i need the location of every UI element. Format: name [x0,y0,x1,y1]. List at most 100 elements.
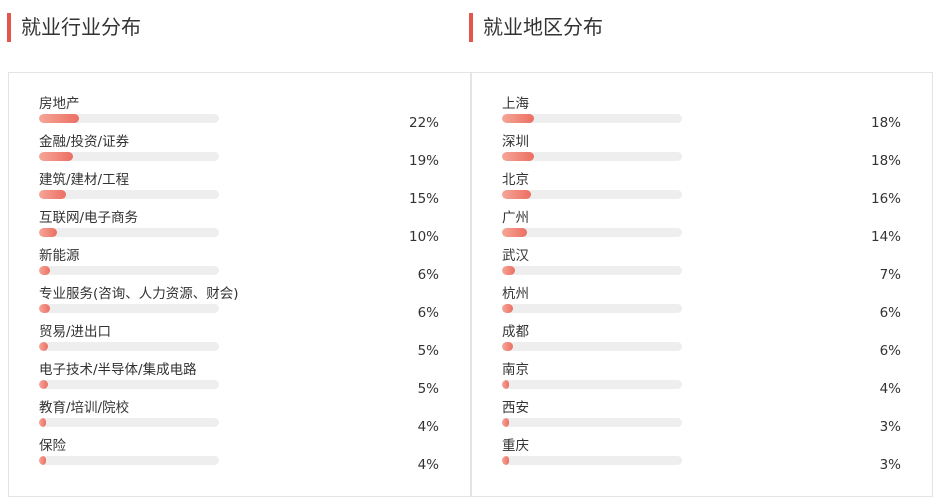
region-bar [502,152,534,161]
industry-distribution-chart: 房地产 22% 金融/投资/证券 19% 建筑/建材/工程 15% 互联网/电子商务 10% 新… [8,72,471,497]
industry-category-label: 教育/培训/院校 [39,400,130,416]
region-distribution-chart: 上海 18% 深圳 18% 北京 16% 广州 14% 武汉 7% 杭州 6% 成都 6% 南京 4% 西安 3%… [471,72,933,497]
industry-bar-track [39,152,219,161]
industry-bar-track [39,418,219,427]
industry-bar-track [39,304,219,313]
region-bar [502,304,513,313]
industry-bar [39,342,48,351]
region-percent-label: 7% [879,267,901,283]
region-percent-label: 16% [870,191,901,207]
industry-bar-row: 房地产 22% [9,95,470,133]
industry-bar-row: 专业服务(咨询、人力资源、财会) 6% [9,285,470,323]
region-bar-row: 武汉 7% [472,247,932,285]
region-bar [502,380,509,389]
industry-bar [39,152,73,161]
industry-bar-row: 建筑/建材/工程 15% [9,171,470,209]
region-bar-track [502,418,682,427]
region-category-label: 上海 [502,96,529,112]
industry-category-label: 房地产 [39,96,80,112]
region-bar-row: 西安 3% [472,399,932,437]
region-percent-label: 18% [870,115,901,131]
industry-bar-track [39,456,219,465]
industry-bar [39,114,79,123]
region-bar-row: 重庆 3% [472,437,932,475]
region-bar-track [502,456,682,465]
industry-bar-track [39,114,219,123]
region-bar-row: 深圳 18% [472,133,932,171]
industry-bar-track [39,342,219,351]
region-bar [502,456,509,465]
region-heading: 就业地区分布 [469,13,603,42]
industry-percent-label: 6% [417,267,439,283]
region-bar-track [502,190,682,199]
region-bar-track [502,228,682,237]
industry-percent-label: 5% [417,381,439,397]
region-percent-label: 4% [879,381,901,397]
industry-category-label: 金融/投资/证券 [39,134,130,150]
industry-category-label: 互联网/电子商务 [39,210,139,226]
region-bar-row: 北京 16% [472,171,932,209]
region-bar [502,114,534,123]
industry-bar [39,418,46,427]
industry-percent-label: 15% [408,191,439,207]
region-bar-track [502,304,682,313]
region-bar [502,342,513,351]
industry-bar-track [39,228,219,237]
region-bar-track [502,380,682,389]
region-percent-label: 3% [879,419,901,435]
region-category-label: 北京 [502,172,529,188]
region-percent-label: 6% [879,343,901,359]
industry-category-label: 专业服务(咨询、人力资源、财会) [39,286,239,302]
region-percent-label: 18% [870,153,901,169]
industry-bar [39,380,48,389]
industry-bar-row: 教育/培训/院校 4% [9,399,470,437]
region-bar-track [502,114,682,123]
industry-bar [39,228,57,237]
industry-bar-row: 金融/投资/证券 19% [9,133,470,171]
industry-percent-label: 5% [417,343,439,359]
region-bar [502,418,509,427]
region-bar-row: 杭州 6% [472,285,932,323]
industry-percent-label: 10% [408,229,439,245]
region-bar [502,228,527,237]
region-bar [502,266,515,275]
region-category-label: 南京 [502,362,529,378]
industry-category-label: 电子技术/半导体/集成电路 [39,362,197,378]
industry-bar-row: 保险 4% [9,437,470,475]
industry-bar-row: 互联网/电子商务 10% [9,209,470,247]
industry-heading: 就业行业分布 [7,13,141,42]
region-bar-row: 南京 4% [472,361,932,399]
industry-percent-label: 22% [408,115,439,131]
industry-bar [39,456,46,465]
region-bar-track [502,152,682,161]
industry-bar [39,190,66,199]
industry-percent-label: 19% [408,153,439,169]
region-bar-row: 广州 14% [472,209,932,247]
region-bar-track [502,266,682,275]
region-bar-row: 上海 18% [472,95,932,133]
industry-bar-row: 贸易/进出口 5% [9,323,470,361]
region-category-label: 深圳 [502,134,529,150]
region-percent-label: 3% [879,457,901,473]
region-bar [502,190,531,199]
region-category-label: 广州 [502,210,529,226]
region-heading-text: 就业地区分布 [483,15,603,39]
industry-percent-label: 4% [417,457,439,473]
region-percent-label: 14% [870,229,901,245]
industry-bar-track [39,266,219,275]
industry-category-label: 建筑/建材/工程 [39,172,130,188]
region-category-label: 重庆 [502,438,529,454]
region-category-label: 西安 [502,400,529,416]
industry-bar [39,304,50,313]
industry-percent-label: 6% [417,305,439,321]
industry-percent-label: 4% [417,419,439,435]
region-category-label: 武汉 [502,248,529,264]
industry-bar-track [39,190,219,199]
industry-heading-text: 就业行业分布 [21,15,141,39]
industry-category-label: 保险 [39,438,66,454]
industry-category-label: 贸易/进出口 [39,324,112,340]
industry-bar-track [39,380,219,389]
industry-bar [39,266,50,275]
industry-bar-row: 新能源 6% [9,247,470,285]
region-percent-label: 6% [879,305,901,321]
